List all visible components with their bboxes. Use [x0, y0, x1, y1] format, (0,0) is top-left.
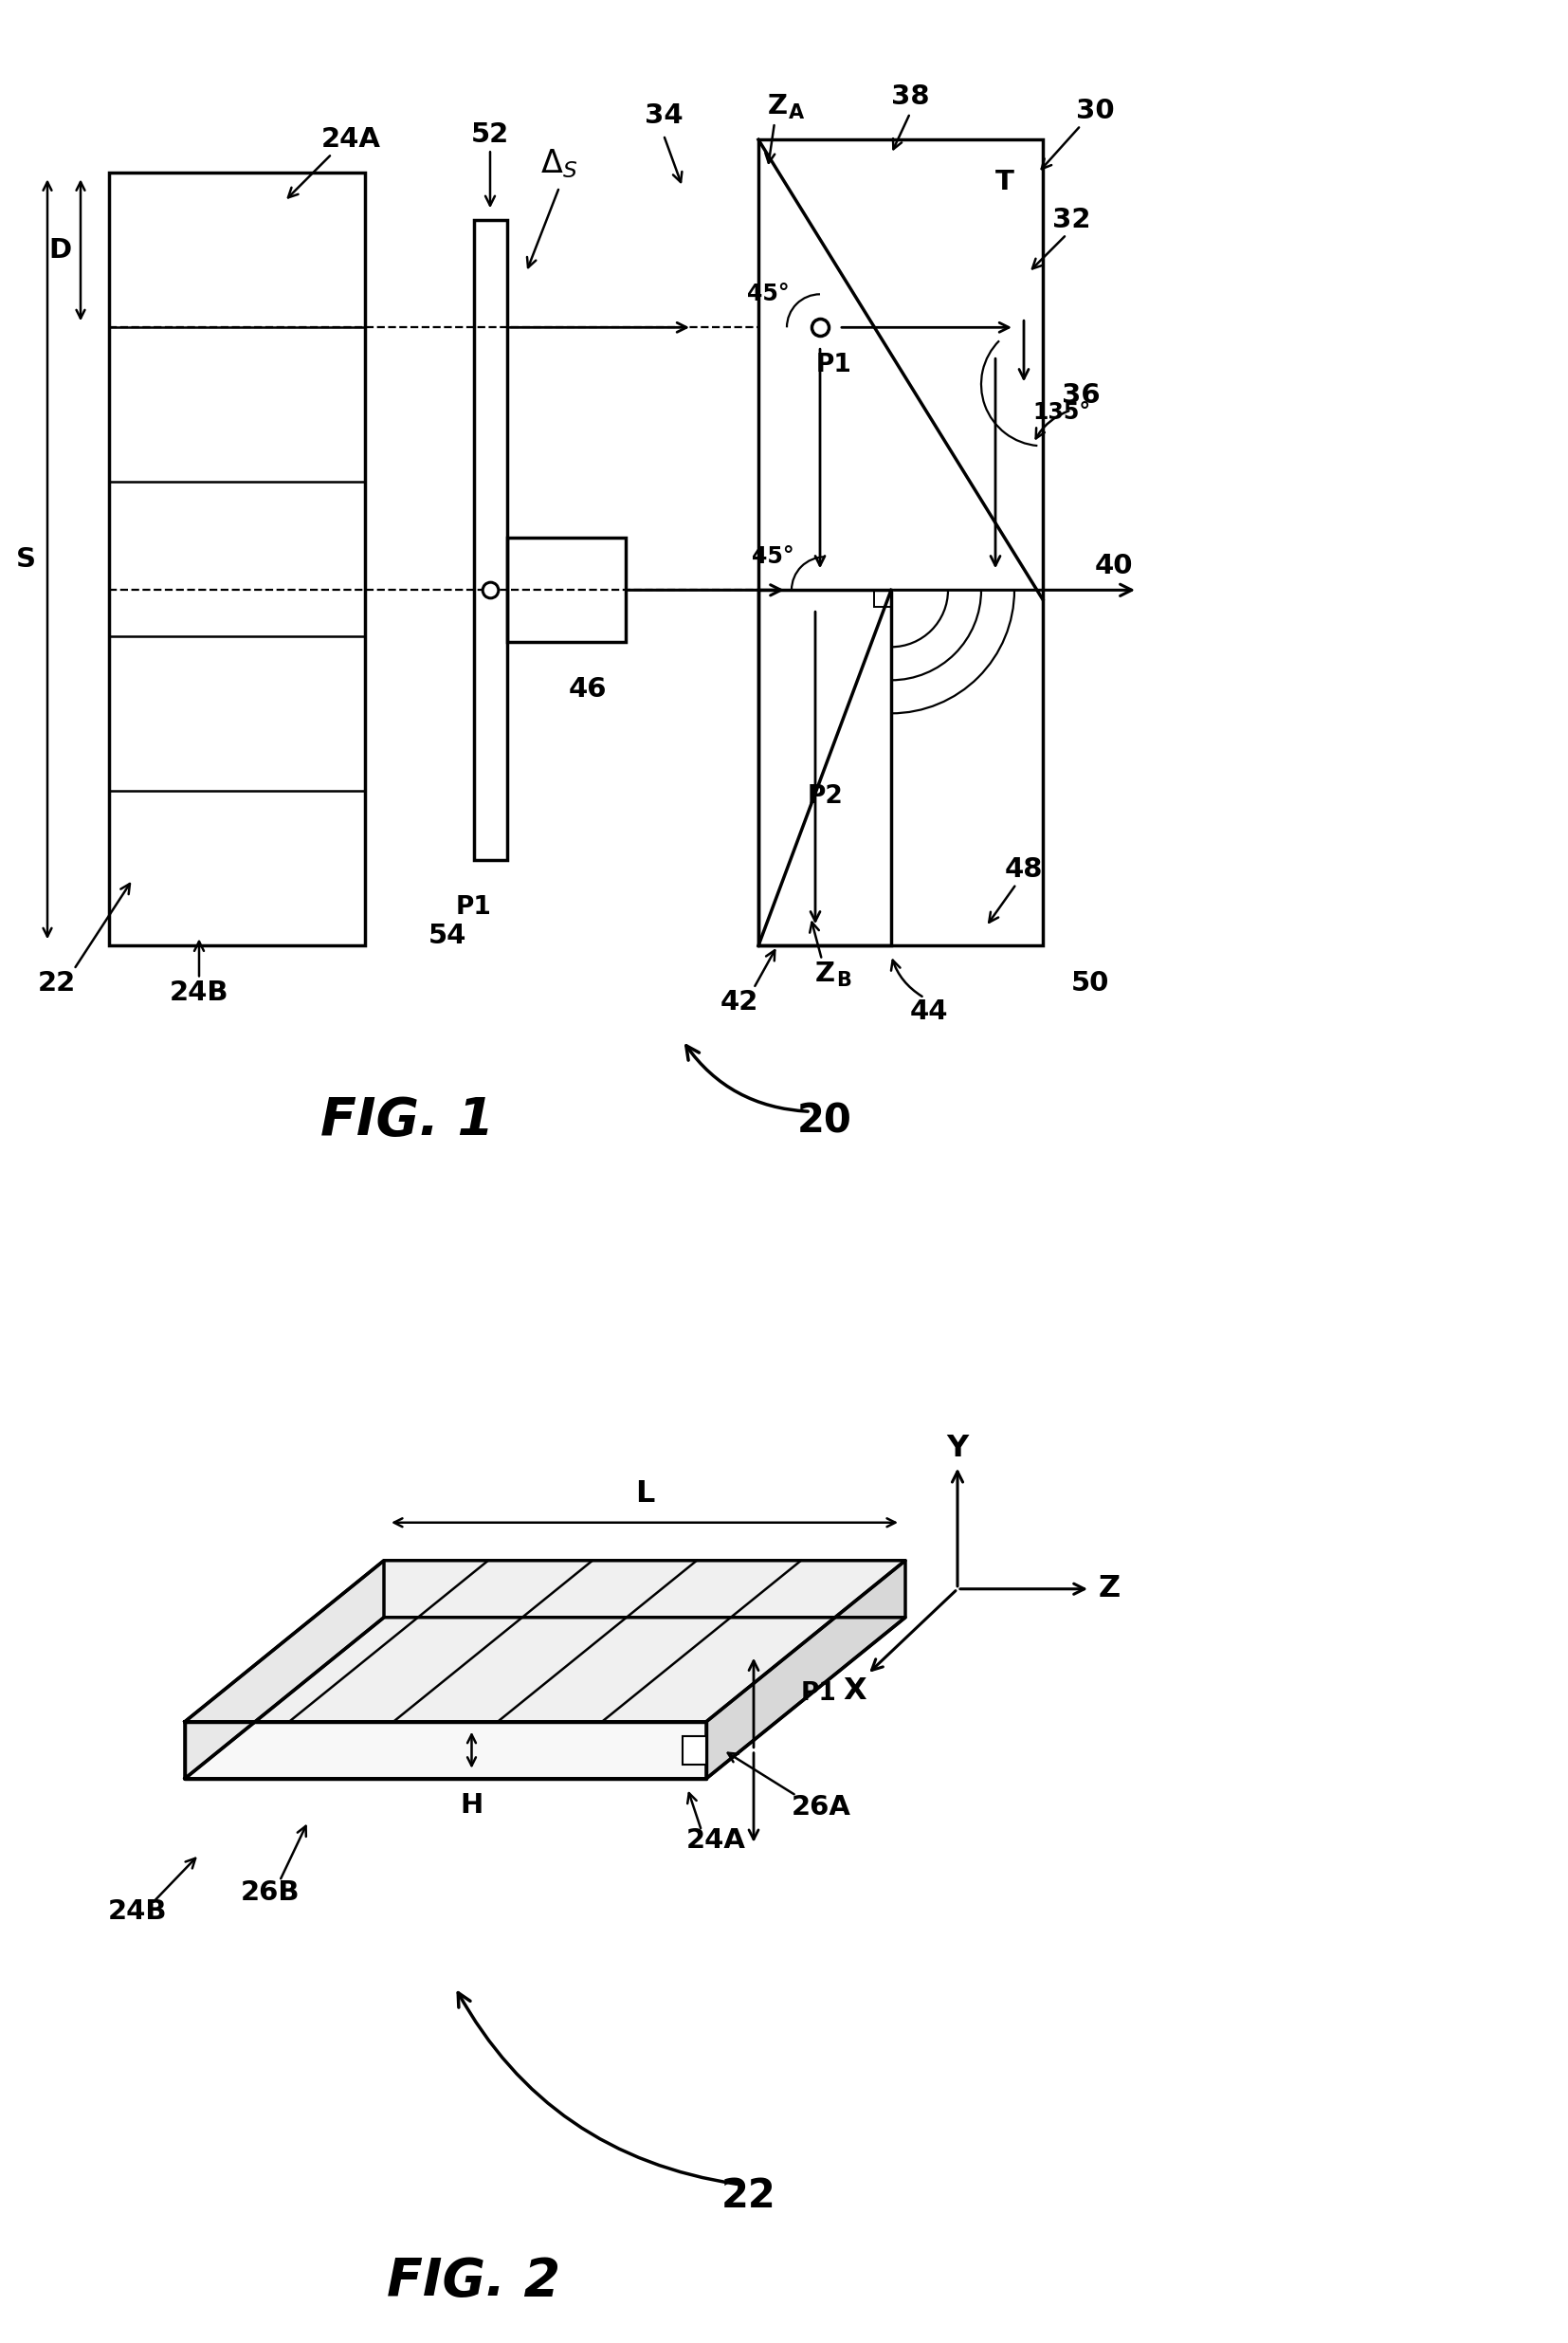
Text: P1: P1	[817, 354, 851, 377]
Text: Y: Y	[947, 1434, 969, 1464]
Text: A: A	[789, 103, 804, 122]
Text: Z: Z	[815, 961, 834, 986]
Text: S: S	[16, 546, 36, 572]
Bar	[110, 173, 365, 947]
Text: 24A: 24A	[685, 1828, 745, 1853]
Text: P1: P1	[801, 1680, 837, 1706]
Text: FIG. 1: FIG. 1	[321, 1097, 494, 1146]
Text: 135°: 135°	[1033, 401, 1091, 424]
Text: 32: 32	[1052, 206, 1090, 234]
Text: FIG. 2: FIG. 2	[387, 2256, 561, 2308]
Text: 34: 34	[644, 103, 682, 129]
Bar	[506, 539, 626, 642]
Text: 42: 42	[720, 989, 759, 1017]
Text: 38: 38	[891, 84, 930, 110]
Text: 20: 20	[798, 1101, 851, 1141]
Bar	[759, 590, 891, 947]
Text: 24A: 24A	[321, 127, 381, 152]
Text: 46: 46	[569, 677, 607, 703]
Text: 24B: 24B	[108, 1898, 168, 1924]
Polygon shape	[185, 1617, 905, 1778]
Text: 50: 50	[1071, 970, 1109, 996]
Text: 45°: 45°	[751, 546, 793, 569]
Text: 52: 52	[470, 122, 510, 148]
Text: D: D	[49, 237, 71, 262]
Text: H: H	[459, 1792, 483, 1818]
Text: 44: 44	[909, 998, 949, 1026]
Polygon shape	[185, 1560, 384, 1778]
Text: Z: Z	[1098, 1574, 1120, 1603]
Bar	[682, 1736, 706, 1764]
Text: 54: 54	[428, 923, 467, 949]
Text: B: B	[836, 972, 851, 991]
Bar	[873, 590, 891, 607]
Text: 26B: 26B	[240, 1879, 299, 1905]
Text: 24B: 24B	[169, 979, 229, 1007]
Text: 22: 22	[721, 2177, 776, 2216]
Text: 48: 48	[1005, 858, 1043, 883]
Text: 45°: 45°	[746, 284, 789, 305]
Text: 30: 30	[1076, 98, 1115, 124]
Text: 22: 22	[38, 970, 75, 996]
Text: L: L	[635, 1478, 654, 1509]
Text: 36: 36	[1062, 382, 1101, 410]
Polygon shape	[706, 1560, 905, 1778]
Text: T: T	[996, 169, 1014, 194]
Text: P1: P1	[456, 895, 492, 921]
Text: Z: Z	[767, 94, 787, 119]
Bar	[474, 220, 506, 860]
Text: X: X	[844, 1678, 867, 1706]
Polygon shape	[185, 1560, 905, 1722]
Text: $\Delta_S$: $\Delta_S$	[541, 148, 579, 180]
Text: 26A: 26A	[792, 1795, 851, 1821]
Bar	[759, 141, 1043, 947]
Text: P2: P2	[808, 785, 842, 808]
Text: 40: 40	[1094, 553, 1134, 579]
Polygon shape	[185, 1722, 706, 1778]
